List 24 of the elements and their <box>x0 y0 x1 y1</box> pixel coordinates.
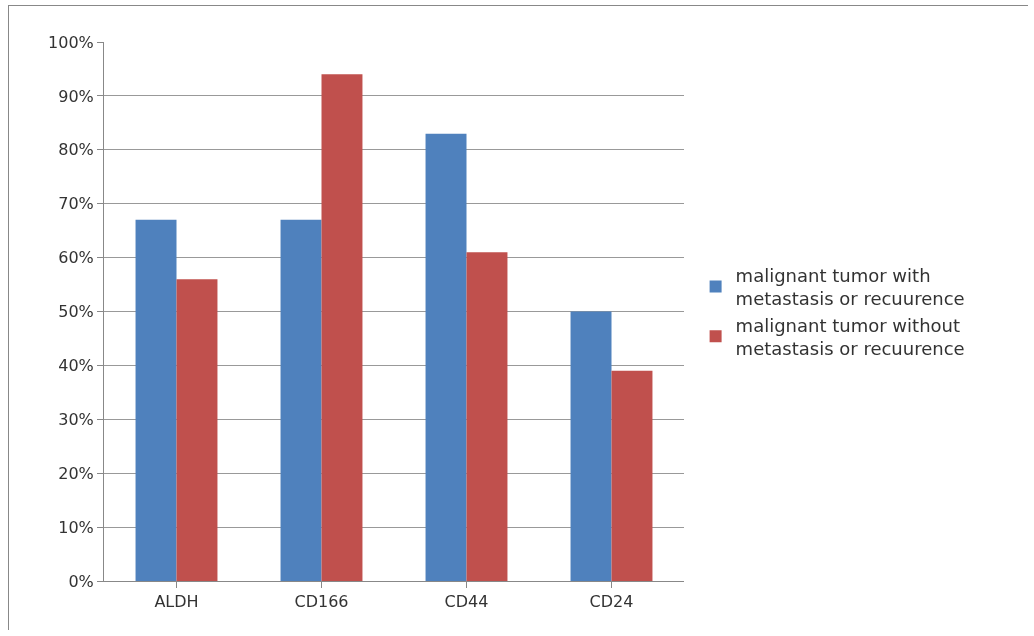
bar <box>466 252 508 581</box>
bar <box>280 219 322 581</box>
y-tick-label: 50% <box>58 302 94 322</box>
bar <box>611 370 653 581</box>
y-tick-label: 20% <box>58 463 94 483</box>
y-tick-label: 10% <box>58 517 94 537</box>
bar <box>570 311 612 581</box>
x-tick-label: CD166 <box>294 592 349 612</box>
bar <box>176 279 218 581</box>
y-tick-label: 0% <box>68 571 94 591</box>
y-tick-label: 80% <box>58 140 94 160</box>
legend-label: malignant tumor without metastasis or recuurence <box>735 314 965 359</box>
bar <box>425 133 467 581</box>
y-tick-label: 40% <box>58 356 94 375</box>
x-tick-label: ALDH <box>154 592 199 612</box>
y-tick-label: 60% <box>58 248 94 268</box>
y-tick-label: 100% <box>48 32 94 52</box>
y-tick-label: 90% <box>58 86 94 106</box>
x-tick-label: CD24 <box>589 592 634 612</box>
y-tick-label: 30% <box>58 409 94 429</box>
bar <box>135 219 177 581</box>
x-tick-label: CD44 <box>444 592 489 612</box>
y-tick-label: 70% <box>58 194 94 214</box>
bar <box>321 74 363 581</box>
